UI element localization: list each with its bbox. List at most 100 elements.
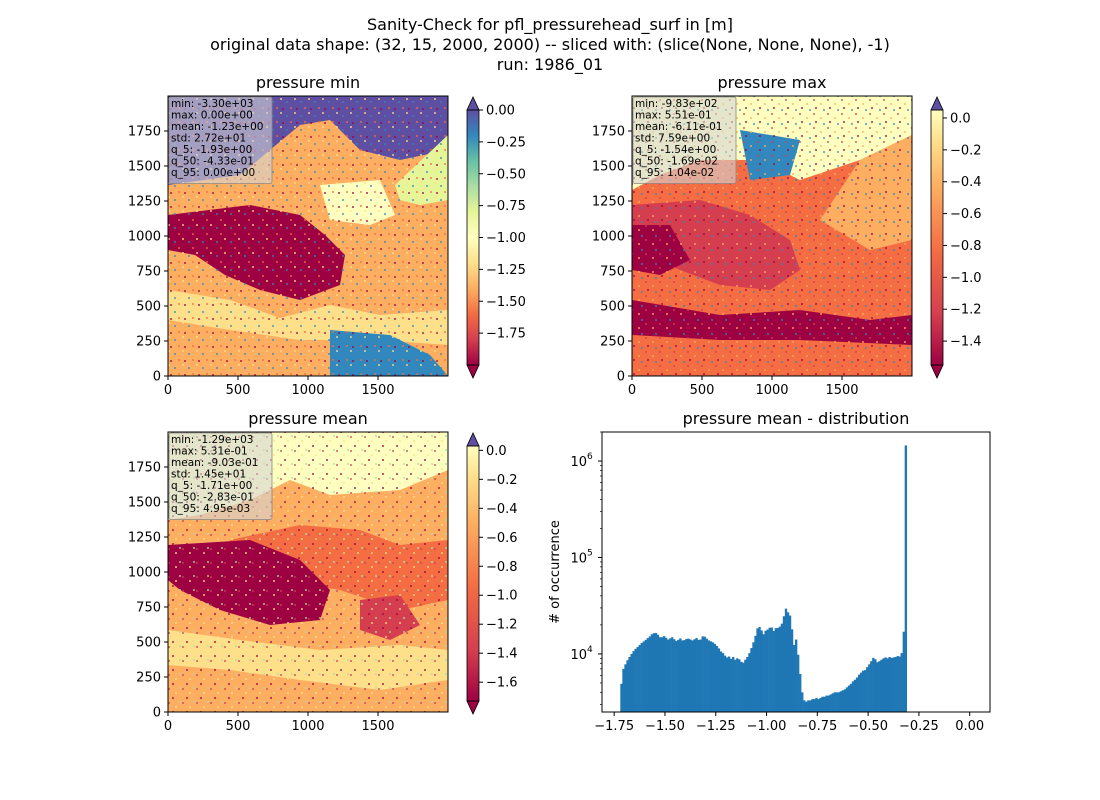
axis-ticks: −1.75 −1.50 −1.25 −1.00 −0.75 −0.50 −0.25 0.00 1… — [570, 431, 984, 734]
histogram-bar — [650, 634, 654, 712]
colorbar-tick-label: −1.0 — [950, 271, 982, 286]
y-tick-label: 1750 — [128, 461, 161, 476]
histogram-bar — [778, 626, 782, 712]
histogram-bar — [896, 656, 899, 712]
histogram-bar — [878, 661, 881, 712]
histogram-bar — [669, 638, 672, 712]
panel-pressure-mean: pressure mean 0 500 1000 1500 0 250 500 750 1000… — [128, 409, 518, 734]
colorbar-extend-under — [466, 364, 480, 379]
histogram-bar — [701, 636, 704, 712]
stats-line: q_5: -1.71e+00 — [171, 480, 252, 492]
histogram-bar — [752, 642, 755, 712]
histogram-bar — [648, 636, 652, 712]
stats-box-background — [168, 96, 273, 184]
histogram-bar — [664, 637, 668, 712]
y-tick-label: 1500 — [128, 496, 161, 511]
histogram-bar — [902, 631, 905, 712]
histogram-bar — [835, 692, 838, 712]
histogram-bar — [855, 677, 859, 712]
histogram-bar — [736, 658, 739, 712]
histogram-bar — [859, 672, 863, 712]
histogram-bar — [762, 634, 765, 712]
histogram-bar — [857, 674, 861, 712]
x-tick-label: 1000 — [755, 383, 788, 398]
stats-line: mean: -9.03e-01 — [171, 457, 258, 469]
histogram-bar — [754, 635, 757, 712]
histogram-bar — [849, 683, 853, 712]
histogram-bar — [638, 644, 641, 712]
histogram-bar — [699, 639, 702, 712]
histogram-bar — [656, 634, 660, 712]
histogram-bar — [833, 692, 836, 712]
stats-line: std: 7.59e+00 — [635, 133, 710, 145]
histogram-bar — [898, 656, 901, 712]
histogram-bar — [681, 640, 684, 712]
histogram-bar — [707, 640, 710, 712]
x-tick-label: −0.25 — [899, 719, 939, 734]
histogram-bar — [790, 629, 794, 712]
histogram-bar — [788, 615, 792, 712]
histogram-bar — [628, 656, 631, 712]
histogram-bar — [721, 653, 725, 712]
histogram-bar — [723, 655, 727, 712]
y-tick-label: 1000 — [592, 230, 625, 245]
histogram-bar — [685, 638, 688, 712]
histogram-bar — [853, 679, 857, 712]
histogram-bar — [719, 651, 723, 712]
stats-line: q_50: -1.69e-02 — [635, 156, 718, 168]
figure-title-line-1: Sanity-Check for pfl_pressurehead_surf i… — [367, 15, 733, 34]
histogram-bar — [890, 657, 893, 712]
panel-title: pressure mean - distribution — [683, 409, 910, 428]
y-tick-label: 750 — [600, 265, 625, 280]
histogram-bar — [626, 660, 629, 712]
histogram-bar — [815, 697, 818, 712]
histogram-bar — [748, 653, 751, 712]
colorbar-tick-label: 0.0 — [486, 444, 507, 459]
colorbar-tick-label: −1.2 — [486, 618, 518, 633]
histogram-bars — [620, 445, 908, 712]
histogram-bar — [734, 659, 737, 712]
histogram-bar — [862, 670, 865, 712]
colorbar-tick-label: −1.2 — [950, 303, 982, 318]
colorbar-extend-under — [930, 364, 944, 379]
colorbar-gradient — [931, 110, 943, 365]
colorbar-tick-label: −0.6 — [486, 531, 518, 546]
x-tick-label: 0 — [164, 719, 172, 734]
colorbar-tick-label: −0.8 — [950, 239, 982, 254]
y-tick-label: 1000 — [128, 230, 161, 245]
histogram-bar — [801, 692, 804, 712]
heatmap-image — [168, 432, 448, 712]
histogram-bar — [866, 667, 869, 712]
stats-line: q_95: 1.04e-02 — [635, 167, 714, 179]
stats-line: q_95: 4.95e-03 — [171, 503, 250, 515]
stats-line: q_50: -2.83e-01 — [171, 492, 254, 504]
x-tick-label: 500 — [690, 383, 715, 398]
histogram-bar — [774, 628, 778, 712]
x-tick-label: −1.25 — [696, 719, 736, 734]
histogram-bar — [888, 656, 891, 712]
histogram-bar — [811, 699, 814, 712]
colorbar-tick-label: −1.4 — [950, 335, 982, 350]
figure-title-line-2: original data shape: (32, 15, 2000, 2000… — [210, 35, 890, 54]
histogram-bar — [729, 658, 733, 712]
colorbar-tick-label: −0.50 — [486, 167, 526, 182]
histogram-bar — [756, 628, 759, 712]
histogram-bar — [646, 638, 650, 712]
histogram-bar — [703, 636, 706, 712]
histogram-bar — [675, 641, 678, 712]
histogram-bar — [803, 700, 806, 712]
y-tick-label: 1500 — [592, 160, 625, 175]
stats-line: std: 1.45e+01 — [171, 469, 246, 481]
histogram-bar — [829, 694, 832, 712]
histogram-bar — [805, 701, 808, 712]
y-tick-label: 250 — [136, 335, 161, 350]
x-tick-label: −1.75 — [594, 719, 634, 734]
histogram-bar — [709, 641, 712, 712]
histogram-bar — [845, 687, 849, 712]
y-tick-label: 1500 — [128, 160, 161, 175]
histogram-bar — [717, 648, 721, 712]
histogram-bar — [683, 640, 686, 712]
stats-line: min: -3.30e+03 — [171, 98, 253, 110]
histogram-bar — [667, 639, 670, 712]
